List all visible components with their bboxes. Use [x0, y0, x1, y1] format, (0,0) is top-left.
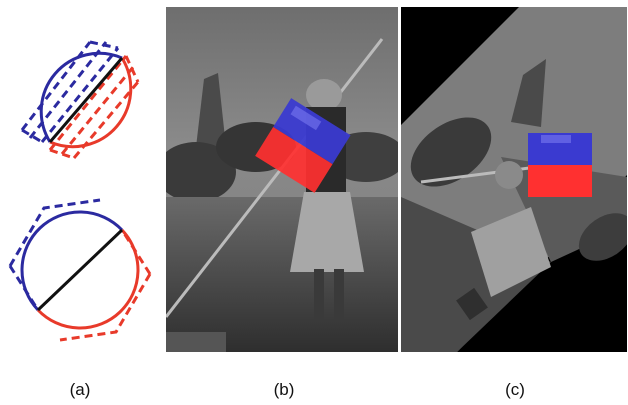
circle-split-icon [20, 40, 140, 160]
panel-c [401, 7, 627, 352]
photo-dancer-rotated-icon [401, 7, 627, 352]
caption-c: (c) [505, 380, 525, 399]
panel-a-top [10, 30, 150, 170]
panel-a-bottom [0, 190, 160, 350]
circle-split-rotated-icon [8, 198, 152, 342]
caption-a: (a) [69, 380, 91, 399]
panel-b [166, 7, 398, 352]
photo-dancer-icon [166, 7, 398, 352]
caption-b: (b) [273, 380, 295, 399]
